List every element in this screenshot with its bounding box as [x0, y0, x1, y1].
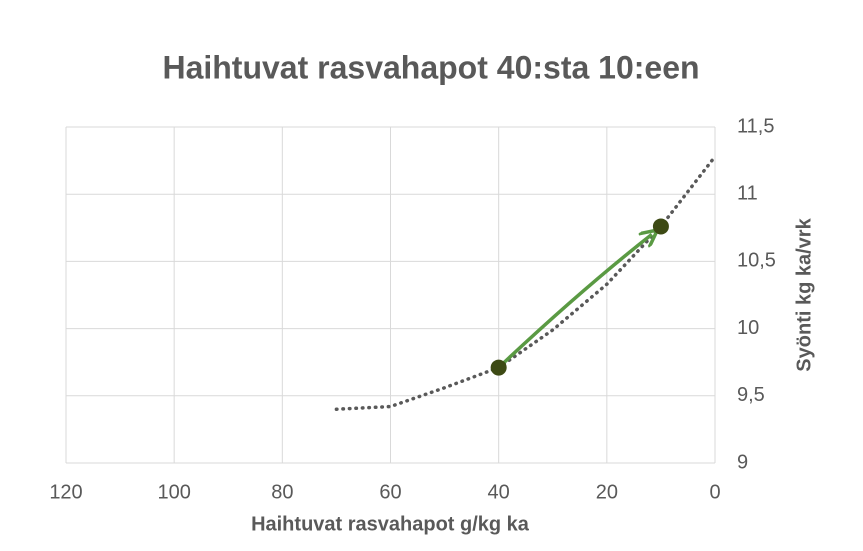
arrow	[497, 234, 652, 369]
data-point	[490, 359, 507, 376]
y-axis-title: Syönti kg ka/vrk	[793, 217, 815, 371]
x-tick-label: 20	[596, 481, 618, 503]
y-tick-label: 11	[737, 182, 758, 204]
x-tick-label: 0	[709, 481, 720, 503]
y-tick-label: 9,5	[737, 384, 765, 406]
data-point	[652, 218, 669, 235]
x-tick-label: 40	[488, 481, 510, 503]
chart-title: Haihtuvat rasvahapot 40:sta 10:een	[162, 49, 699, 85]
x-axis-title: Haihtuvat rasvahapot g/kg ka	[251, 513, 530, 535]
y-tick-label: 9	[737, 451, 748, 473]
y-tick-label: 11,5	[737, 115, 774, 137]
x-tick-label: 100	[157, 481, 190, 503]
y-tick-label: 10	[737, 317, 759, 339]
x-tick-label: 60	[379, 481, 401, 503]
x-tick-label: 120	[49, 481, 82, 503]
x-tick-label: 80	[271, 481, 293, 503]
y-tick-label: 10,5	[737, 250, 776, 272]
